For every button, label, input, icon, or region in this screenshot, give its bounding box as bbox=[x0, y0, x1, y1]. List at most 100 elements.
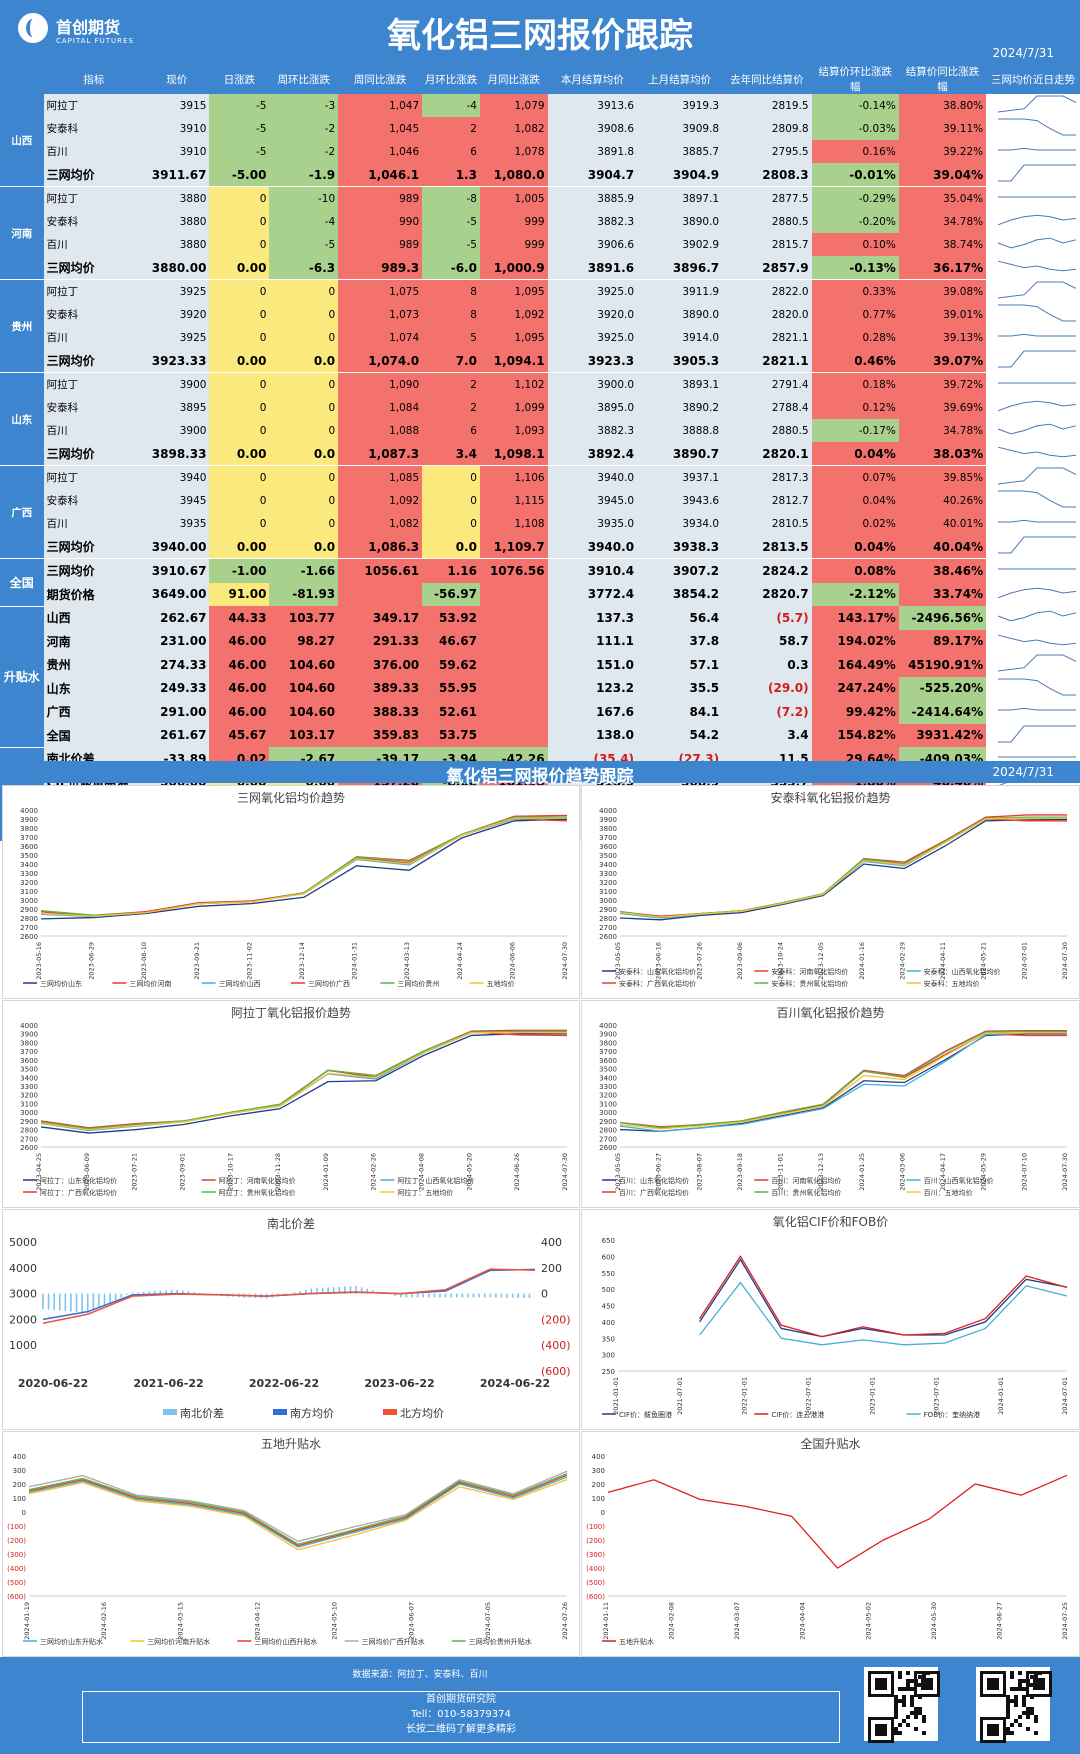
section-bar: 氧化铝三网报价趋势跟踪 2024/7/31 bbox=[0, 761, 1080, 787]
table-cell: 0.46% bbox=[811, 349, 899, 373]
y-tick-label: 3800 bbox=[20, 1039, 38, 1047]
x-tick-label: 2023-07-21 bbox=[131, 1153, 139, 1191]
y-tick-label: 600 bbox=[602, 1253, 615, 1261]
table-cell: 3880.00 bbox=[143, 256, 210, 280]
table-cell: 3885.9 bbox=[547, 186, 638, 210]
table-cell: 39.13% bbox=[898, 326, 987, 349]
row-label: 期货价格 bbox=[43, 582, 144, 606]
qr-module bbox=[898, 1731, 902, 1735]
qr-code-icon[interactable] bbox=[864, 1667, 940, 1743]
qr-module bbox=[898, 1675, 902, 1679]
x-tick-label: 2024-07-01 bbox=[1061, 1377, 1069, 1415]
sparkline bbox=[998, 382, 1076, 384]
qr-module bbox=[1022, 1687, 1026, 1691]
table-cell: 0 bbox=[209, 372, 270, 396]
series-line bbox=[619, 817, 1067, 919]
table-cell: 999 bbox=[479, 210, 548, 233]
table-row: 贵州 阿拉丁 3925 0 0 1,075 8 1,095 3925.0 3911.9 2822.0… bbox=[0, 279, 1080, 373]
x-tick-label: 2022-06-22 bbox=[249, 1377, 319, 1390]
column-header: 去年同比结算价 bbox=[722, 64, 812, 94]
qr-module bbox=[1034, 1715, 1038, 1719]
chart-svg: 南北价差 1000 2000 3000 4000 5000 (600) (400) (200) 0… bbox=[9, 1216, 571, 1420]
table-cell: 1,084 bbox=[338, 396, 423, 419]
table-cell: 0 bbox=[209, 465, 270, 489]
table-cell: 1,087.3 bbox=[338, 442, 423, 466]
chart-panel: 阿拉丁氧化铝报价趋势 2600 2700 2800 2900 3000 3100 3200 33… bbox=[2, 1000, 580, 1208]
table-cell: 3890.0 bbox=[637, 303, 723, 326]
sparkline-line bbox=[997, 95, 1077, 113]
x-tick-label: 2024-01-11 bbox=[602, 1602, 610, 1640]
y2-tick-label: (400) bbox=[541, 1339, 571, 1352]
sparkline-line bbox=[997, 281, 1077, 299]
qr-module bbox=[906, 1715, 910, 1719]
sparkline bbox=[998, 725, 1076, 743]
sparkline bbox=[997, 400, 1077, 412]
logo-icon bbox=[18, 13, 48, 43]
table-cell: -8 bbox=[422, 186, 480, 210]
table-cell: 3910 bbox=[143, 140, 210, 163]
table-cell: 0 bbox=[269, 279, 339, 303]
qr-code-icon[interactable] bbox=[976, 1667, 1052, 1743]
table-cell: 0 bbox=[422, 489, 480, 512]
x-tick-label: 2024-04-12 bbox=[254, 1602, 262, 1640]
y-tick-label: 3000 bbox=[599, 1109, 617, 1117]
chart-title: 五地升贴水 bbox=[261, 1437, 321, 1451]
table-cell: 3890.7 bbox=[637, 442, 723, 466]
table-cell: -2414.64% bbox=[898, 700, 987, 724]
x-tick-label: 2023-06-09 bbox=[83, 1153, 91, 1191]
sparkline-line bbox=[997, 634, 1077, 646]
table-cell: 1,082 bbox=[479, 117, 548, 140]
sparkline-line bbox=[998, 708, 1076, 711]
chart-svg: 氧化铝CIF价和FOB价 250 300 350 400 450 500 550 600 650 2… bbox=[602, 1214, 1069, 1419]
table-cell: 3891.6 bbox=[547, 256, 638, 280]
table-cell: -5 bbox=[422, 233, 480, 256]
sparkline-line bbox=[998, 333, 1076, 337]
table-cell: 2809.8 bbox=[722, 117, 812, 140]
qr-module bbox=[918, 1675, 922, 1679]
table-cell: 1,093 bbox=[479, 419, 548, 442]
legend-label: 三网均价山西 bbox=[219, 979, 261, 988]
sparkline bbox=[997, 423, 1077, 435]
table-cell: 46.00 bbox=[209, 629, 270, 653]
x-tick-label: 2023-06-16 bbox=[655, 942, 663, 980]
x-tick-label: 2024-04-17 bbox=[939, 1153, 947, 1191]
row-label: 安泰科 bbox=[43, 210, 144, 233]
trend-sparkline-cell bbox=[986, 606, 1080, 630]
table-cell: 2822.0 bbox=[722, 279, 812, 303]
qr-module bbox=[902, 1699, 906, 1703]
table-cell: 3892.4 bbox=[547, 442, 638, 466]
table-cell: -4 bbox=[269, 210, 339, 233]
qr-module bbox=[1010, 1723, 1014, 1727]
x-tick-label: 2021-06-22 bbox=[133, 1377, 203, 1390]
qr-module bbox=[918, 1695, 922, 1699]
chart-panel: 三网氧化铝均价趋势 2600 2700 2800 2900 3000 3100 3200 330… bbox=[2, 785, 580, 999]
y-tick-label: 400 bbox=[602, 1319, 615, 1327]
sparkline bbox=[998, 147, 1076, 151]
table-row: 山西 阿拉丁 3915 -5 -3 1,047 -4 1,079 3913.6 3919.3 281… bbox=[0, 94, 1080, 187]
table-cell: 3900.0 bbox=[547, 372, 638, 396]
table-cell: -0.20% bbox=[811, 210, 899, 233]
sparkline-line bbox=[998, 147, 1076, 151]
table-cell: 37.8 bbox=[637, 629, 723, 653]
qr-finder-core bbox=[875, 1678, 887, 1690]
y-tick-label: 3000 bbox=[20, 897, 38, 905]
table-cell bbox=[479, 676, 548, 700]
table-cell: 0 bbox=[269, 419, 339, 442]
y-tick-label: 3000 bbox=[599, 897, 617, 905]
table-cell: 3910.4 bbox=[547, 558, 638, 583]
chart-svg: 安泰科氧化铝报价趋势 260027002800290030003100320033… bbox=[599, 790, 1069, 988]
x-tick-label: 2023-05-16 bbox=[35, 942, 43, 980]
row-label: 安泰科 bbox=[43, 396, 144, 419]
row-label: 阿拉丁 bbox=[43, 465, 144, 489]
y-tick-label: (300) bbox=[7, 1551, 26, 1559]
table-cell: -0.03% bbox=[811, 117, 899, 140]
row-label: 百川 bbox=[43, 233, 144, 256]
chart-title: 氧化铝CIF价和FOB价 bbox=[773, 1214, 888, 1229]
table-cell: 3919.3 bbox=[637, 94, 723, 117]
table-cell: 3913.6 bbox=[547, 94, 638, 117]
x-tick-label: 2023-12-14 bbox=[298, 942, 306, 980]
table-cell: -2 bbox=[269, 140, 339, 163]
y-tick-label: (600) bbox=[586, 1593, 605, 1601]
table-cell: 0 bbox=[269, 326, 339, 349]
legend-label: 百川：河南氧化铝均价 bbox=[771, 1176, 841, 1185]
